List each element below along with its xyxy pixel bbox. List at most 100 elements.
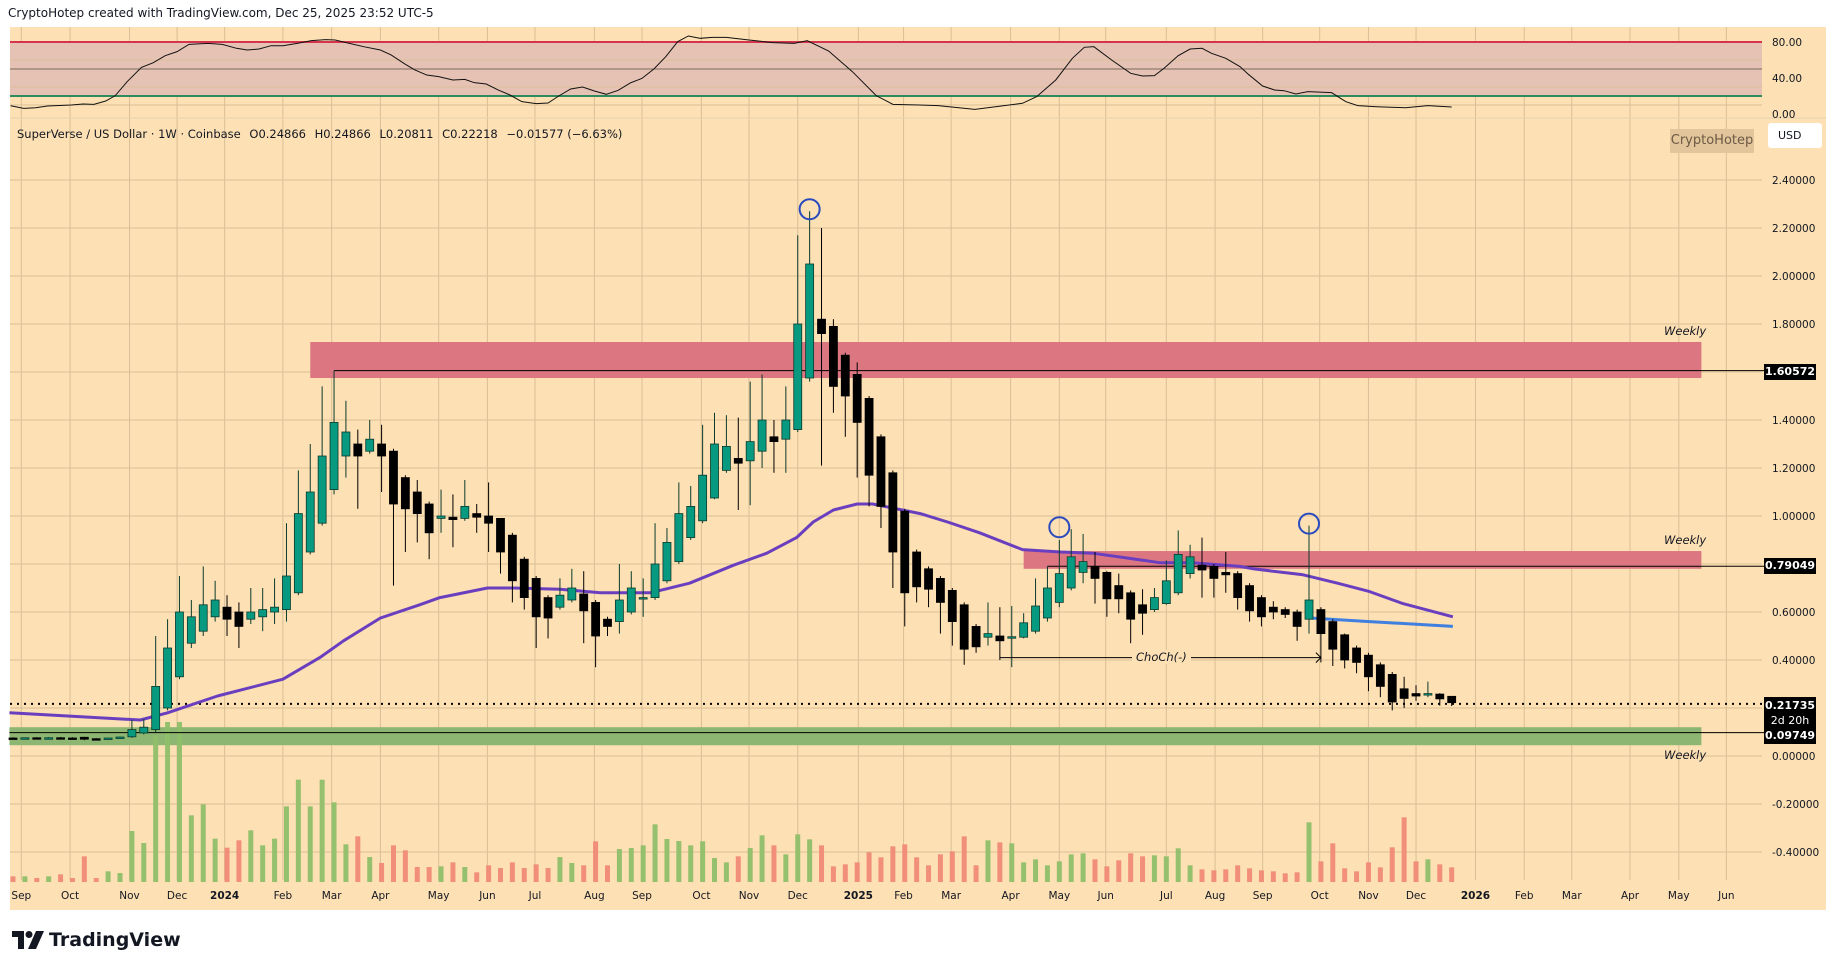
- candle: [365, 420, 375, 454]
- candle-body: [662, 542, 672, 582]
- candle: [579, 571, 589, 644]
- demand-zone: [9, 727, 1702, 746]
- candle: [1364, 652, 1373, 692]
- candle-body: [246, 611, 256, 620]
- volume-bar: [878, 857, 884, 882]
- candle-body: [1233, 573, 1243, 598]
- candle: [674, 482, 684, 564]
- candle: [32, 737, 42, 740]
- volume-bar: [283, 806, 289, 882]
- candle-body: [103, 737, 113, 740]
- time-tick-label: Dec: [167, 890, 188, 902]
- time-tick-label: Mar: [941, 890, 961, 902]
- volume-bar: [153, 735, 159, 882]
- time-tick-label: Apr: [1621, 890, 1640, 902]
- volume-bar: [414, 867, 420, 882]
- time-tick-label: 2026: [1461, 890, 1490, 902]
- candle-body: [1019, 622, 1029, 638]
- candle: [293, 470, 303, 596]
- candle: [20, 737, 30, 740]
- volume-bar: [1318, 861, 1324, 882]
- time-tick-label: Nov: [119, 890, 140, 902]
- volume-bar: [105, 871, 111, 882]
- candle: [733, 417, 743, 510]
- candle: [1221, 552, 1231, 593]
- candle-body: [852, 373, 862, 423]
- volume-bar: [1330, 843, 1336, 882]
- candle: [44, 737, 54, 740]
- candle-body: [472, 513, 482, 518]
- candle: [924, 566, 933, 608]
- volume-bar: [355, 836, 361, 882]
- candle-body: [1197, 564, 1207, 571]
- candle: [662, 528, 672, 584]
- oscillator-tick-label: 0.00: [1772, 109, 1795, 121]
- candle-body: [1268, 606, 1278, 613]
- candle-body: [56, 737, 65, 740]
- price-tick-label: 1.40000: [1772, 415, 1815, 427]
- candle-body: [876, 436, 886, 507]
- volume-bar: [807, 839, 813, 882]
- candle-body: [436, 515, 446, 519]
- candle: [1233, 571, 1243, 610]
- candle-body: [1209, 566, 1219, 579]
- candle-body: [793, 323, 803, 430]
- volume-bar: [985, 840, 991, 882]
- tradingview-logo[interactable]: TradingView: [12, 929, 181, 951]
- volume-bar: [1044, 865, 1050, 882]
- volume-bar: [450, 862, 456, 882]
- candle-body: [650, 563, 660, 598]
- candle: [400, 475, 410, 552]
- price-tick-label: 2.40000: [1772, 175, 1815, 187]
- candle-body: [769, 436, 779, 442]
- candle: [1090, 552, 1100, 604]
- time-tick-label: Oct: [692, 890, 710, 902]
- candle: [115, 736, 125, 739]
- candle-body: [210, 599, 220, 618]
- volume-bar: [712, 858, 718, 882]
- candle: [270, 578, 279, 624]
- candle-body: [638, 597, 648, 600]
- candle-body: [686, 505, 696, 538]
- time-tick-label: Jun: [1717, 890, 1734, 902]
- ohlc-high: H0.24866: [314, 127, 371, 141]
- price-tick-label: 2.20000: [1772, 223, 1815, 235]
- price-tick-label: -0.20000: [1772, 799, 1819, 811]
- candle-body: [1316, 609, 1326, 634]
- candle-body: [44, 737, 54, 740]
- volume-bar: [1425, 859, 1431, 882]
- volume-bar: [652, 824, 658, 882]
- candle-body: [781, 419, 791, 440]
- candle: [1197, 537, 1207, 598]
- volume-bar: [1009, 843, 1015, 882]
- volume-bar: [10, 876, 16, 882]
- price-badge-high: 1.60572: [1764, 364, 1816, 380]
- volume-bar: [593, 841, 599, 882]
- price-badge-last: 0.21735 2d 20h 0.09749: [1764, 697, 1816, 744]
- candle-body: [674, 513, 684, 562]
- volume-bar: [616, 849, 622, 882]
- candle-body: [936, 578, 945, 603]
- candle-body: [198, 604, 208, 632]
- candle: [1173, 530, 1183, 596]
- chart-attribution: CryptoHotep created with TradingView.com…: [8, 6, 434, 20]
- volume-bar: [605, 865, 610, 882]
- candle: [912, 549, 922, 603]
- candle-body: [543, 597, 553, 619]
- price-tick-label: 1.20000: [1772, 463, 1815, 475]
- candle: [341, 400, 351, 478]
- volume-bar: [260, 845, 266, 882]
- volume-bar: [902, 844, 908, 882]
- candle-body: [959, 604, 969, 650]
- volume-bar: [1413, 861, 1419, 882]
- volume-bar: [842, 864, 848, 882]
- candle-body: [1114, 585, 1124, 600]
- currency-button[interactable]: USD: [1768, 123, 1822, 148]
- candle-body: [519, 558, 529, 599]
- symbol-name[interactable]: SuperVerse / US Dollar · 1W · Coinbase: [17, 127, 241, 141]
- candle-body: [412, 491, 422, 515]
- volume-bar: [1258, 870, 1264, 882]
- candle: [1245, 583, 1254, 622]
- candle-body: [341, 431, 351, 457]
